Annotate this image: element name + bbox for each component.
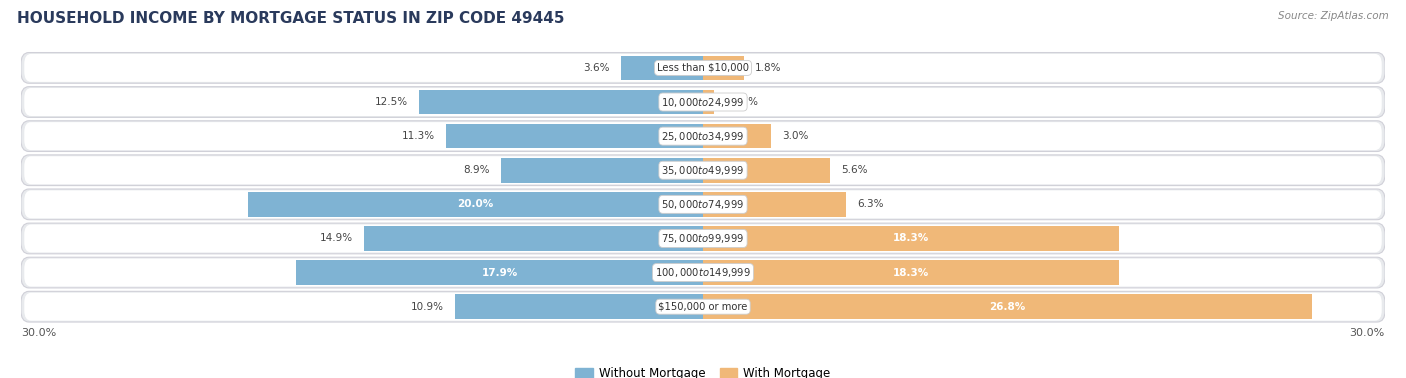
Text: $10,000 to $24,999: $10,000 to $24,999 [661,96,745,108]
Text: 11.3%: 11.3% [402,131,434,141]
Text: $35,000 to $49,999: $35,000 to $49,999 [661,164,745,177]
FancyBboxPatch shape [24,225,1382,253]
Text: 1.8%: 1.8% [755,63,782,73]
Text: 8.9%: 8.9% [463,165,489,175]
Text: Source: ZipAtlas.com: Source: ZipAtlas.com [1278,11,1389,21]
Bar [703,56,744,80]
FancyBboxPatch shape [24,54,1382,82]
Text: 5.6%: 5.6% [842,165,868,175]
Text: $75,000 to $99,999: $75,000 to $99,999 [661,232,745,245]
Bar [703,260,1119,285]
Text: HOUSEHOLD INCOME BY MORTGAGE STATUS IN ZIP CODE 49445: HOUSEHOLD INCOME BY MORTGAGE STATUS IN Z… [17,11,564,26]
Text: 10.9%: 10.9% [411,302,444,312]
Text: $100,000 to $149,999: $100,000 to $149,999 [655,266,751,279]
Bar [703,192,846,217]
Bar [501,158,703,183]
Bar [249,192,703,217]
FancyBboxPatch shape [21,223,1385,254]
Bar [703,124,772,149]
FancyBboxPatch shape [21,291,1385,322]
Bar [456,294,703,319]
Text: 14.9%: 14.9% [319,234,353,243]
Text: 18.3%: 18.3% [893,234,929,243]
Bar [297,260,703,285]
Bar [703,226,1119,251]
Text: 0.47%: 0.47% [725,97,758,107]
Bar [364,226,703,251]
Text: 6.3%: 6.3% [858,199,884,209]
FancyBboxPatch shape [24,122,1382,150]
Text: 30.0%: 30.0% [1350,328,1385,338]
FancyBboxPatch shape [21,257,1385,288]
Text: $50,000 to $74,999: $50,000 to $74,999 [661,198,745,211]
Text: 26.8%: 26.8% [990,302,1026,312]
Legend: Without Mortgage, With Mortgage: Without Mortgage, With Mortgage [571,362,835,378]
Text: $25,000 to $34,999: $25,000 to $34,999 [661,130,745,143]
FancyBboxPatch shape [21,189,1385,220]
Text: 30.0%: 30.0% [21,328,56,338]
FancyBboxPatch shape [21,87,1385,117]
FancyBboxPatch shape [24,191,1382,218]
FancyBboxPatch shape [24,259,1382,287]
FancyBboxPatch shape [24,156,1382,184]
FancyBboxPatch shape [24,88,1382,116]
Text: 3.6%: 3.6% [583,63,610,73]
Bar [703,158,831,183]
FancyBboxPatch shape [24,293,1382,321]
Text: 18.3%: 18.3% [893,268,929,277]
Bar [621,56,703,80]
Text: 20.0%: 20.0% [457,199,494,209]
Bar [446,124,703,149]
Text: 3.0%: 3.0% [783,131,808,141]
Text: Less than $10,000: Less than $10,000 [657,63,749,73]
Text: $150,000 or more: $150,000 or more [658,302,748,312]
FancyBboxPatch shape [21,53,1385,83]
Text: 17.9%: 17.9% [481,268,517,277]
Text: 12.5%: 12.5% [374,97,408,107]
Bar [703,90,714,114]
FancyBboxPatch shape [21,155,1385,186]
Bar [419,90,703,114]
FancyBboxPatch shape [21,121,1385,152]
Bar [703,294,1312,319]
